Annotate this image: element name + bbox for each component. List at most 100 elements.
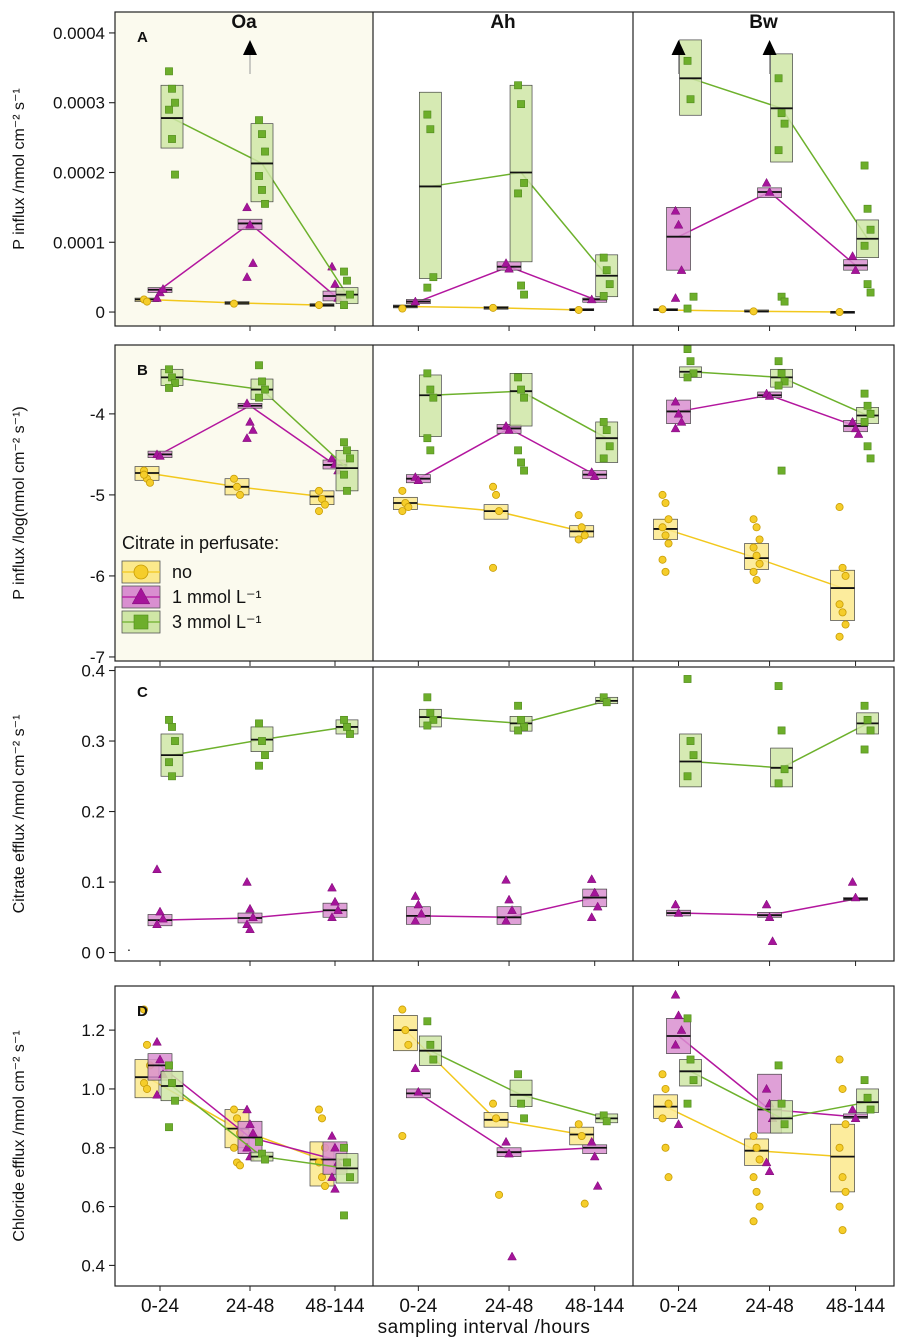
point-c1 [847,416,858,426]
y-tick-label: 1.0 [81,1080,105,1099]
point-c3 [343,486,351,495]
box-no-bw-48-144 [830,1123,855,1193]
point-no [574,511,583,520]
point-c3 [261,751,269,760]
point-c1 [504,894,514,904]
point-c3 [426,125,435,134]
point-c3 [860,1076,869,1085]
point-c3 [689,751,698,760]
point-c3 [514,81,522,90]
point-c3 [168,723,176,731]
point-no [574,1120,583,1129]
point-c1 [245,903,255,913]
point-c3 [520,179,528,187]
point-c3 [429,273,438,282]
point-c1 [330,1142,340,1152]
point-c1 [853,429,864,438]
point-c3 [866,726,875,735]
point-no [574,535,583,544]
point-c1 [586,874,597,883]
point-c3 [774,357,783,366]
point-c1 [152,919,162,929]
point-no [232,1114,241,1123]
point-c3 [255,393,263,402]
y-tick-label: 0.4 [81,1256,105,1275]
point-c3 [168,135,176,143]
point-c3 [514,1070,522,1079]
point-c1 [242,433,252,442]
point-c3 [689,369,698,378]
y-axis-label-c: Citrate efflux /nmol cm⁻² s⁻¹ [11,715,28,914]
point-c1 [410,891,421,900]
point-c3 [429,715,438,724]
panel-label-a: A [137,29,148,46]
point-c3 [255,172,263,180]
point-c1 [152,1036,162,1046]
point-c1 [673,1010,684,1020]
y-tick-label: 0.0003 [53,94,105,113]
axis-text: Oa Ah Bw 0 0.0001 0.0002 0.0003 0.0004 A P influx… [11,12,886,1338]
point-c3 [777,466,786,475]
point-no [314,507,323,516]
point-no [577,1132,586,1141]
point-c1 [501,874,511,884]
point-c1 [242,398,252,408]
point-c1 [327,912,337,921]
point-no [229,299,238,308]
point-c3 [423,369,432,378]
point-no [838,563,847,572]
point-no [317,1173,326,1182]
y-tick-label: -4 [90,405,105,424]
point-c3 [780,377,789,386]
point-c1 [767,936,778,945]
y-tick-label: 0.3 [81,732,105,751]
point-c3 [860,745,869,754]
point-c1 [504,263,514,273]
point-c3 [423,434,432,443]
point-c1 [761,899,772,909]
point-c1 [764,1166,775,1175]
point-c3 [168,84,176,93]
point-c3 [860,161,869,170]
point-c3 [866,225,875,234]
point-c1 [416,908,427,918]
point-no [752,1143,761,1152]
point-c1 [501,1136,511,1146]
point-c3 [423,1017,432,1026]
point-c1 [248,424,258,434]
point-c3 [423,110,432,119]
point-c3 [602,266,611,275]
point-c1 [850,265,861,274]
point-c3 [171,379,179,387]
point-no [314,486,323,495]
point-no [235,1161,244,1170]
point-no [661,1143,670,1152]
point-c3 [780,1120,789,1129]
point-c1 [586,1136,597,1146]
point-c1 [501,258,511,267]
y-tick-label: 0.2 [81,803,105,822]
point-no [229,474,238,483]
point-no [139,1005,148,1014]
point-c3 [686,737,695,745]
point-c3 [689,1076,698,1085]
point-c1 [152,1089,162,1099]
point-c3 [171,98,179,107]
panel-dot: . [127,938,131,954]
point-c3 [343,723,351,731]
point-c3 [863,204,872,213]
point-c3 [863,280,872,289]
point-c3 [168,772,176,781]
point-c3 [261,147,269,156]
box-c3-ah-24-48 [509,84,533,263]
point-c1 [248,1127,258,1137]
point-c1 [242,1104,252,1114]
point-no [404,1040,413,1049]
point-c1 [155,1054,165,1064]
point-c3 [340,1211,348,1220]
point-c3 [423,721,432,730]
point-no [749,1132,758,1141]
point-c1 [670,205,681,215]
point-c3 [599,454,608,463]
